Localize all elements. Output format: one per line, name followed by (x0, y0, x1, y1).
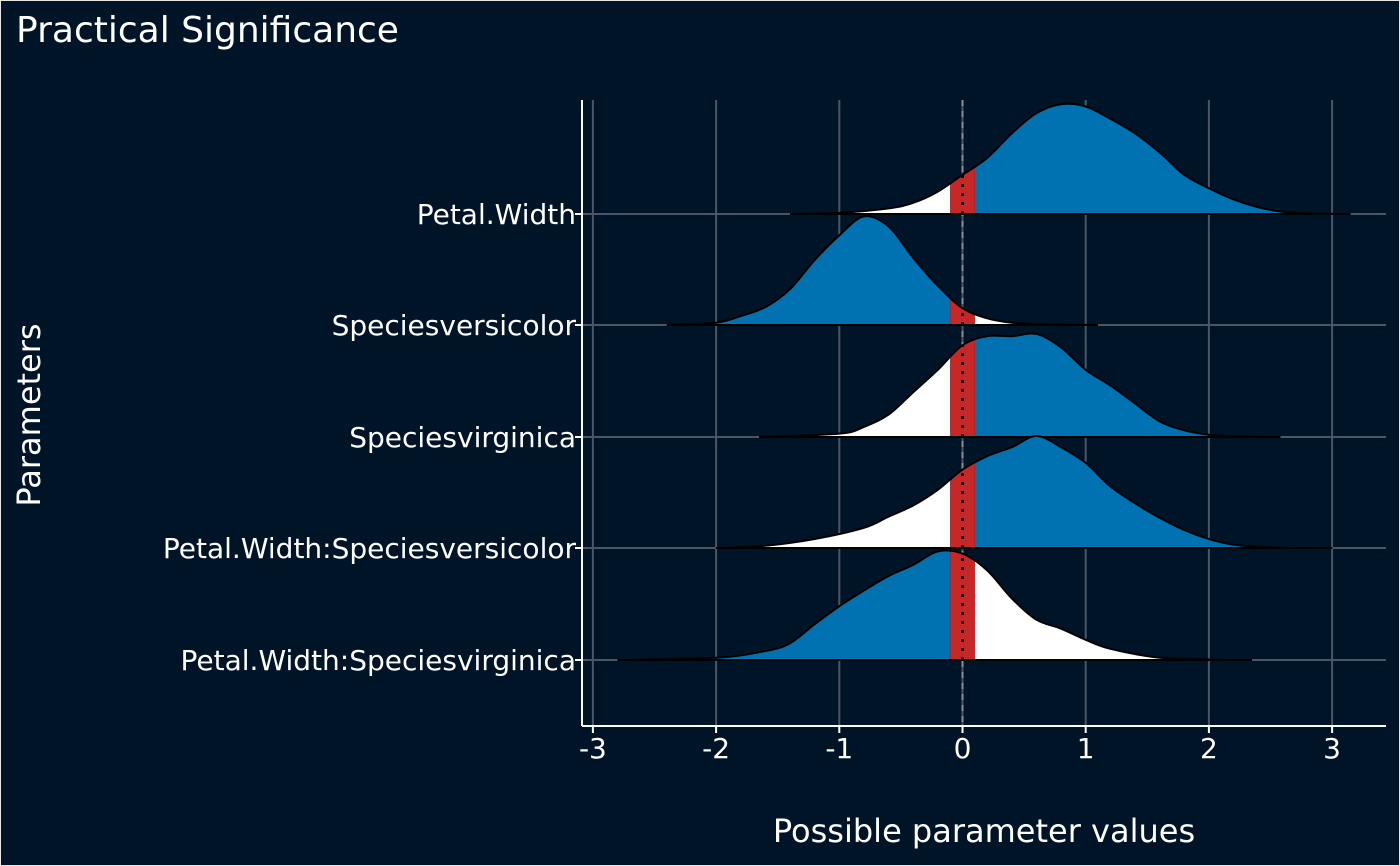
ridge-outline (716, 434, 1333, 549)
x-tick-label: -3 (579, 732, 607, 765)
parameter-label: Speciesvirginica (349, 421, 576, 454)
axes: -3 -2 -1 0 1 2 3 Petal.Width Speciesversicolor Sp… (163, 100, 1386, 765)
x-tick-label: -2 (702, 732, 730, 765)
x-tick-label: -1 (825, 732, 853, 765)
parameter-label: Petal.Width (417, 198, 576, 231)
ridge-outline (617, 549, 1253, 661)
parameter-label: Speciesversicolor (332, 309, 577, 342)
parameter-label: Petal.Width:Speciesvirginica (181, 644, 576, 677)
chart-title: Practical Significance (16, 10, 399, 51)
x-tick-label: 1 (1077, 732, 1095, 765)
ridge-outline (759, 332, 1281, 438)
y-axis-title: Parameters (10, 323, 48, 506)
x-tick-label: 3 (1323, 732, 1341, 765)
ridge-outline (666, 215, 1099, 326)
x-tick-label: 2 (1200, 732, 1218, 765)
ridge-outline (789, 102, 1351, 215)
parameter-label: Petal.Width:Speciesversicolor (163, 532, 577, 565)
x-tick-label: 0 (954, 732, 972, 765)
x-axis-title: Possible parameter values (773, 812, 1195, 850)
